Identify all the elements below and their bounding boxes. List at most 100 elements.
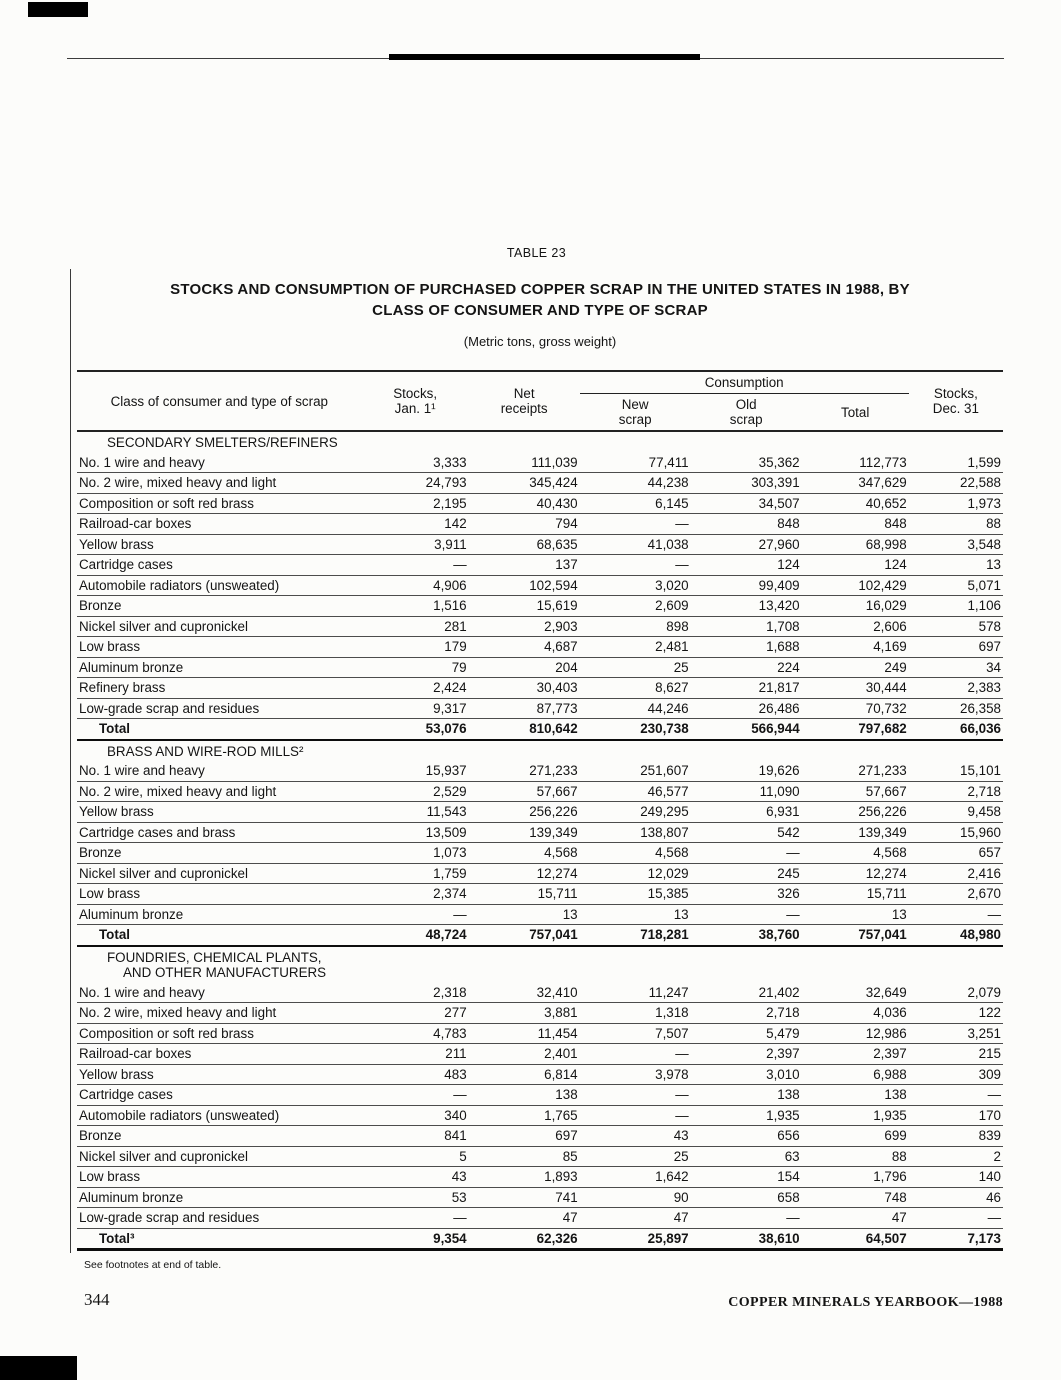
cell-value: 1,688 — [690, 636, 802, 658]
header-line: receipts — [500, 401, 548, 416]
row-label: Composition or soft red brass — [77, 1023, 362, 1044]
cell-value: 32,649 — [801, 982, 909, 1003]
cell-value: 2,079 — [908, 982, 1003, 1003]
cell-value: 1,765 — [468, 1105, 580, 1126]
table-row: Aluminum bronze 53 741 90 658 748 46 — [77, 1187, 1003, 1208]
table-row: Composition or soft red brass 2,195 40,430… — [77, 493, 1003, 514]
table-row: Yellow brass 483 6,814 3,978 3,010 6,988 309 — [77, 1064, 1003, 1085]
cell-value: 85 — [468, 1146, 580, 1167]
cell-value: 1,893 — [468, 1166, 580, 1188]
cell-value: 4,783 — [361, 1023, 469, 1044]
row-label: Total — [77, 924, 362, 947]
cell-value: 154 — [690, 1166, 802, 1188]
cell-value: 256,226 — [801, 801, 909, 823]
table-row: Nickel silver and cupronickel 5 85 25 63 88 2 — [77, 1146, 1003, 1167]
cell-value: 12,274 — [468, 863, 580, 884]
cell-value: 138,807 — [579, 822, 691, 843]
cell-value: 9,354 — [361, 1228, 469, 1251]
cell-value: 2,374 — [361, 883, 469, 905]
cell-value: 2,670 — [908, 883, 1003, 905]
cell-value: 3,333 — [361, 452, 469, 473]
cell-value: 810,642 — [468, 718, 580, 741]
cell-value: 24,793 — [361, 472, 469, 494]
cell-value: 12,274 — [801, 863, 909, 884]
row-label: Automobile radiators (unsweated) — [77, 575, 362, 596]
cell-value: 281 — [361, 616, 469, 637]
header-line: Old — [735, 397, 757, 412]
cell-value: 13 — [908, 554, 1003, 576]
cell-value: 102,429 — [801, 575, 909, 596]
cell-value: 9,458 — [908, 801, 1003, 823]
cell-value: 249,295 — [579, 801, 691, 823]
section-heading-line: SECONDARY SMELTERS/REFINERS — [107, 435, 338, 450]
cell-value: 15,385 — [579, 883, 691, 905]
cell-value: 38,610 — [690, 1228, 802, 1251]
cell-value: 215 — [908, 1043, 1003, 1065]
cell-value: 326 — [690, 883, 802, 905]
table-row: Cartridge cases —138—138 138— — [77, 1084, 1003, 1106]
footnote: See footnotes at end of table. — [84, 1259, 222, 1271]
section-heading: BRASS AND WIRE-ROD MILLS² — [77, 740, 1003, 762]
row-label: Aluminum bronze — [77, 657, 362, 678]
cell-value: 251,607 — [579, 761, 691, 782]
cell-value: 63 — [690, 1146, 802, 1167]
header-line: scrap — [618, 412, 652, 427]
table-row: Low brass 2,374 15,711 15,385 326 15,711 2,670 — [77, 883, 1003, 905]
cell-value: 898 — [579, 616, 691, 637]
row-label: Cartridge cases — [77, 1084, 362, 1106]
cell-value: 4,906 — [361, 575, 469, 596]
section-heading-line: BRASS AND WIRE-ROD MILLS² — [107, 743, 304, 759]
cell-value: 43 — [579, 1125, 691, 1147]
header-consumption-group: Consumption — [579, 371, 909, 394]
cell-value: 2,424 — [361, 677, 469, 699]
row-label: Automobile radiators (unsweated) — [77, 1105, 362, 1126]
cell-value: 40,652 — [801, 493, 909, 514]
cell-value: 1,935 — [690, 1105, 802, 1126]
cell-value: 2,401 — [468, 1043, 580, 1065]
row-label: Yellow brass — [77, 1064, 362, 1085]
row-label: Nickel silver and cupronickel — [77, 616, 362, 637]
cell-value: — — [579, 1105, 691, 1126]
cell-value: 757,041 — [801, 924, 909, 947]
cell-value: 741 — [468, 1187, 580, 1208]
cell-value: 142 — [361, 513, 469, 535]
table-row: Bronze 841 697 43 656 699 839 — [77, 1125, 1003, 1147]
cell-value: 40,430 — [468, 493, 580, 514]
table-body: SECONDARY SMELTERS/REFINERS No. 1 wire an… — [77, 431, 1003, 1251]
cell-value: 34 — [908, 657, 1003, 678]
section-heading: FOUNDRIES, CHEMICAL PLANTS, AND OTHER MAN… — [77, 946, 1003, 983]
cell-value: 21,402 — [690, 982, 802, 1003]
row-label: Low brass — [77, 1166, 362, 1188]
cell-value: 3,978 — [579, 1064, 691, 1085]
cell-value: 4,169 — [801, 636, 909, 658]
row-label: No. 2 wire, mixed heavy and light — [77, 1002, 362, 1024]
cell-value: 87,773 — [468, 698, 580, 719]
cell-value: — — [579, 513, 691, 535]
cell-value: 797,682 — [801, 718, 909, 741]
cell-value: 483 — [361, 1064, 469, 1085]
row-label: Low brass — [77, 636, 362, 658]
cell-value: 79 — [361, 657, 469, 678]
cell-value: 138 — [801, 1084, 909, 1106]
cell-value: 38,760 — [690, 924, 802, 947]
cell-value: 140 — [908, 1166, 1003, 1188]
cell-value: 1,642 — [579, 1166, 691, 1188]
table-row: Railroad-car boxes 142 794—848 848 88 — [77, 513, 1003, 535]
cell-value: 46 — [908, 1187, 1003, 1208]
cell-value: — — [361, 1084, 469, 1106]
cell-value: 2,718 — [908, 781, 1003, 802]
cell-value: 64,507 — [801, 1228, 909, 1251]
cell-value: — — [361, 1207, 469, 1229]
cell-value: 656 — [690, 1125, 802, 1147]
table-row: No. 1 wire and heavy 3,333 111,039 77,411 35… — [77, 452, 1003, 473]
cell-value: 697 — [908, 636, 1003, 658]
cell-value: 5 — [361, 1146, 469, 1167]
header-stocks-dec31: Stocks, Dec. 31 — [908, 371, 1003, 432]
cell-value: 170 — [908, 1105, 1003, 1126]
cell-value: 15,619 — [468, 595, 580, 617]
cell-value: 245 — [690, 863, 802, 884]
cell-value: 230,738 — [579, 718, 691, 741]
cell-value: 12,029 — [579, 863, 691, 884]
table-row: Low brass 179 4,687 2,481 1,688 4,169 697 — [77, 636, 1003, 658]
